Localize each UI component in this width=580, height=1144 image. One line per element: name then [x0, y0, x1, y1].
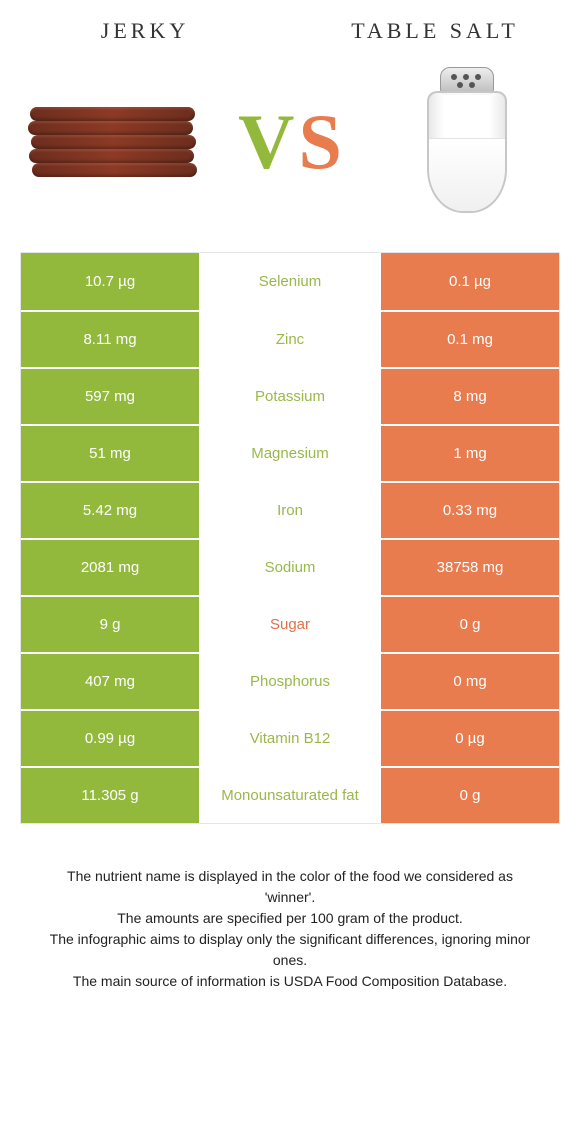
footnote-line: The nutrient name is displayed in the co… — [40, 866, 540, 908]
nutrient-value-left: 597 mg — [21, 369, 201, 424]
jerky-icon — [28, 107, 198, 177]
header-left: Jerky — [0, 18, 290, 44]
nutrient-name: Sugar — [201, 597, 379, 652]
nutrient-name: Monounsaturated fat — [201, 768, 379, 823]
infographic-container: Jerky Table salt V S 10.7 µgSelenium0.1 … — [0, 0, 580, 992]
vs-label: V S — [238, 103, 342, 181]
nutrient-name: Potassium — [201, 369, 379, 424]
table-row: 10.7 µgSelenium0.1 µg — [21, 253, 559, 310]
nutrient-value-right: 0 g — [379, 597, 559, 652]
nutrient-value-right: 8 mg — [379, 369, 559, 424]
nutrient-name: Phosphorus — [201, 654, 379, 709]
salt-shaker-icon — [422, 67, 512, 217]
table-row: 9 gSugar0 g — [21, 595, 559, 652]
nutrient-value-left: 5.42 mg — [21, 483, 201, 538]
table-row: 5.42 mgIron0.33 mg — [21, 481, 559, 538]
nutrient-value-left: 10.7 µg — [21, 253, 201, 310]
vs-v: V — [238, 103, 294, 181]
header-row: Jerky Table salt — [0, 0, 580, 52]
salt-image — [382, 67, 552, 217]
table-row: 407 mgPhosphorus0 mg — [21, 652, 559, 709]
footnote-line: The main source of information is USDA F… — [40, 971, 540, 992]
vs-s: S — [298, 103, 341, 181]
nutrient-name: Zinc — [201, 312, 379, 367]
nutrient-value-right: 0.1 µg — [379, 253, 559, 310]
nutrient-value-right: 0.1 mg — [379, 312, 559, 367]
nutrient-value-left: 9 g — [21, 597, 201, 652]
nutrient-value-right: 1 mg — [379, 426, 559, 481]
nutrient-value-left: 2081 mg — [21, 540, 201, 595]
nutrient-name: Iron — [201, 483, 379, 538]
nutrient-name: Selenium — [201, 253, 379, 310]
nutrient-value-right: 0 mg — [379, 654, 559, 709]
nutrient-value-left: 51 mg — [21, 426, 201, 481]
footnote-line: The amounts are specified per 100 gram o… — [40, 908, 540, 929]
nutrient-value-right: 0.33 mg — [379, 483, 559, 538]
nutrient-value-left: 8.11 mg — [21, 312, 201, 367]
footnote: The nutrient name is displayed in the co… — [40, 866, 540, 992]
table-row: 51 mgMagnesium1 mg — [21, 424, 559, 481]
nutrient-name: Magnesium — [201, 426, 379, 481]
nutrient-name: Sodium — [201, 540, 379, 595]
nutrient-value-right: 38758 mg — [379, 540, 559, 595]
images-row: V S — [0, 52, 580, 252]
nutrient-name: Vitamin B12 — [201, 711, 379, 766]
table-row: 8.11 mgZinc0.1 mg — [21, 310, 559, 367]
nutrient-value-left: 407 mg — [21, 654, 201, 709]
nutrient-value-left: 11.305 g — [21, 768, 201, 823]
table-row: 11.305 gMonounsaturated fat0 g — [21, 766, 559, 823]
nutrient-value-right: 0 µg — [379, 711, 559, 766]
header-right: Table salt — [290, 18, 580, 44]
nutrient-table: 10.7 µgSelenium0.1 µg8.11 mgZinc0.1 mg59… — [20, 252, 560, 824]
table-row: 2081 mgSodium38758 mg — [21, 538, 559, 595]
nutrient-value-right: 0 g — [379, 768, 559, 823]
table-row: 597 mgPotassium8 mg — [21, 367, 559, 424]
jerky-image — [28, 67, 198, 217]
table-row: 0.99 µgVitamin B120 µg — [21, 709, 559, 766]
nutrient-value-left: 0.99 µg — [21, 711, 201, 766]
footnote-line: The infographic aims to display only the… — [40, 929, 540, 971]
